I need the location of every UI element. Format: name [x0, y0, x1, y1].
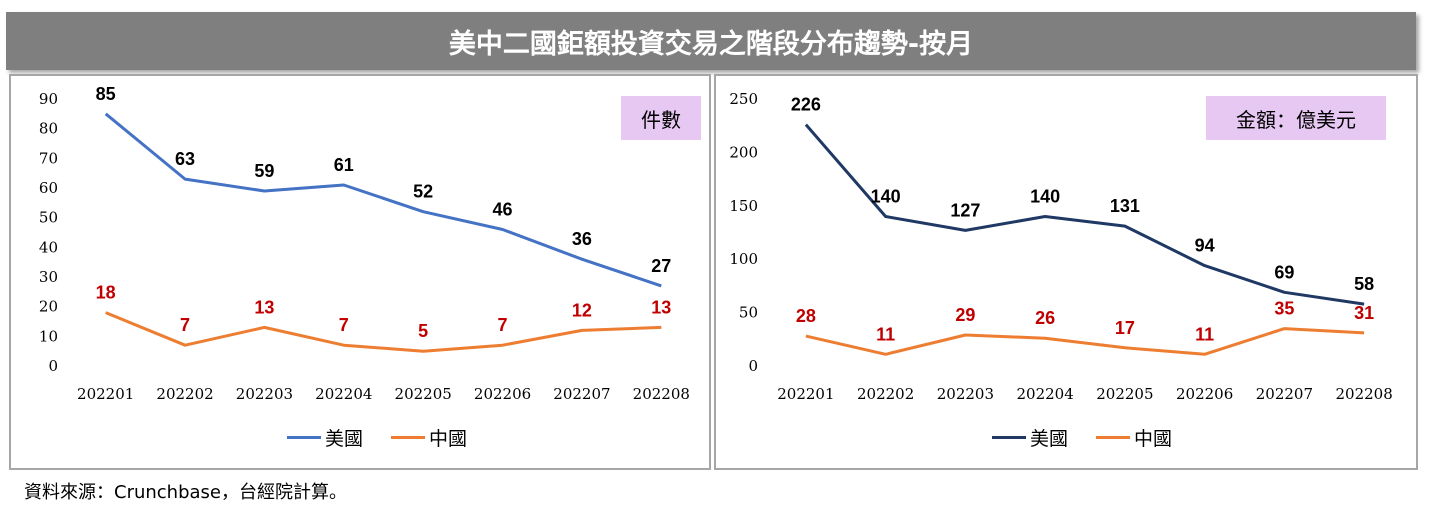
legend-label-us: 美國	[325, 428, 364, 450]
legend-swatch-us	[287, 436, 321, 439]
data-label-china: 18	[96, 283, 116, 303]
legend-item-us: 美國	[992, 424, 1068, 451]
y-tick-label: 40	[39, 238, 58, 256]
data-label-us: 85	[96, 84, 116, 104]
data-label-china: 5	[418, 321, 428, 341]
data-label-us: 27	[651, 256, 671, 276]
legend-swatch-china	[391, 436, 426, 439]
data-label-us: 94	[1195, 236, 1215, 256]
data-label-us: 36	[572, 229, 592, 249]
data-label-china: 13	[254, 297, 274, 317]
x-tick-label: 202206	[474, 385, 531, 403]
amount-chart-panel: 0 50 100 150 200 250 202201 202202 202203 202204 2…	[714, 74, 1418, 470]
y-tick-label: 30	[39, 268, 58, 286]
x-tick-label: 202207	[553, 385, 610, 403]
data-label-us: 127	[950, 200, 980, 220]
count-chart-panel: 0 10 20 30 40 50 60 70 80 90 202201 202202 202203 202…	[9, 74, 711, 470]
y-tick-label: 100	[729, 250, 758, 268]
amount-chart-legend: 美國 中國	[992, 424, 1172, 451]
legend-label-us: 美國	[1030, 428, 1069, 450]
y-tick-label: 10	[39, 327, 58, 345]
data-label-china: 13	[651, 297, 671, 317]
y-tick-label: 90	[39, 90, 58, 108]
amount-chart: 0 50 100 150 200 250 202201 202202 202203 202204 2…	[729, 90, 1392, 403]
x-tick-label: 202208	[1335, 385, 1392, 403]
data-label-us: 59	[254, 161, 274, 181]
x-tick-label: 202202	[156, 385, 213, 403]
y-tick-label: 50	[39, 209, 58, 227]
x-tick-label: 202201	[777, 385, 834, 403]
x-tick-label: 202203	[236, 385, 293, 403]
data-label-china: 7	[498, 315, 508, 335]
series-line-china	[805, 327, 1365, 356]
data-label-us: 58	[1354, 274, 1374, 294]
y-tick-label: 200	[729, 143, 758, 161]
y-tick-label: 70	[39, 149, 58, 167]
data-label-us: 69	[1274, 262, 1294, 282]
amount-unit-label: 金額：億美元	[1206, 96, 1386, 140]
data-label-china: 31	[1354, 303, 1374, 323]
data-label-china: 35	[1274, 299, 1294, 319]
y-tick-label: 250	[729, 90, 758, 108]
y-tick-label: 150	[729, 197, 758, 215]
y-tick-label: 60	[39, 179, 58, 197]
x-tick-label: 202204	[315, 385, 372, 403]
legend-item-china: 中國	[1096, 424, 1172, 451]
legend-label-china: 中國	[429, 428, 468, 450]
series-line-us	[104, 112, 662, 288]
source-note: 資料來源：Crunchbase，台經院計算。	[24, 482, 347, 503]
x-tick-label: 202203	[937, 385, 994, 403]
legend-swatch-us	[992, 436, 1026, 439]
x-tick-label: 202208	[633, 385, 690, 403]
count-chart-legend: 美國 中國	[287, 424, 467, 451]
x-tick-label: 202202	[857, 385, 914, 403]
data-label-us: 52	[413, 182, 433, 202]
count-unit-label: 件數	[621, 96, 701, 140]
data-label-us: 226	[791, 95, 821, 115]
data-label-us: 140	[1030, 186, 1060, 206]
data-label-china: 11	[1195, 324, 1214, 344]
chart-title: 美中二國鉅額投資交易之階段分布趨勢-按月	[6, 12, 1416, 70]
legend-item-china: 中國	[391, 424, 467, 451]
data-label-us: 131	[1110, 196, 1140, 216]
count-chart: 0 10 20 30 40 50 60 70 80 90 202201 202202 202203 202…	[39, 84, 690, 403]
legend-label-china: 中國	[1134, 428, 1173, 450]
y-tick-label: 50	[739, 304, 758, 322]
data-label-china: 26	[1035, 308, 1055, 328]
data-label-china: 29	[955, 305, 975, 325]
x-tick-label: 202205	[1096, 385, 1153, 403]
legend-item-us: 美國	[287, 424, 363, 451]
data-label-china: 17	[1115, 318, 1135, 338]
legend-swatch-china	[1096, 436, 1131, 439]
y-tick-label: 0	[748, 357, 758, 375]
data-label-china: 7	[180, 315, 190, 335]
x-tick-label: 202201	[77, 385, 134, 403]
x-tick-label: 202205	[395, 385, 452, 403]
data-label-china: 12	[572, 300, 592, 320]
x-tick-label: 202206	[1176, 385, 1233, 403]
y-tick-label: 0	[48, 357, 58, 375]
data-label-china: 7	[339, 315, 349, 335]
y-tick-label: 20	[39, 298, 58, 316]
series-line-us	[804, 123, 1365, 306]
x-tick-label: 202204	[1016, 385, 1073, 403]
data-label-china: 11	[876, 324, 895, 344]
series-line-china	[105, 311, 662, 353]
y-tick-label: 80	[39, 120, 58, 138]
x-tick-label: 202207	[1256, 385, 1313, 403]
data-label-us: 63	[175, 149, 195, 169]
data-label-us: 61	[334, 155, 354, 175]
data-label-china: 28	[796, 306, 816, 326]
data-label-us: 46	[493, 200, 513, 220]
data-label-us: 140	[871, 186, 901, 206]
